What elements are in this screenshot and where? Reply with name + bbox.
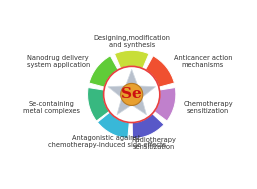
Wedge shape [89, 56, 118, 87]
Text: Se-containing
metal complexes: Se-containing metal complexes [23, 101, 80, 114]
Text: Anticancer action
mechanisms: Anticancer action mechanisms [174, 55, 232, 68]
Text: Antagonistic against
chemotherapy-induced side effects: Antagonistic against chemotherapy-induce… [48, 135, 166, 148]
Wedge shape [97, 112, 129, 138]
Text: Se: Se [121, 88, 142, 101]
Wedge shape [132, 114, 164, 139]
Text: Nanodrug delivery
system application: Nanodrug delivery system application [26, 55, 90, 68]
Wedge shape [114, 50, 149, 69]
Circle shape [104, 66, 160, 122]
Polygon shape [108, 69, 155, 115]
Text: Chemotherapy
sensitization: Chemotherapy sensitization [183, 101, 233, 114]
Circle shape [121, 83, 143, 105]
Wedge shape [154, 88, 176, 121]
Wedge shape [145, 56, 174, 87]
Text: Designing,modification
and synthesis: Designing,modification and synthesis [93, 35, 170, 48]
Text: Radiotherapy
sensitization: Radiotherapy sensitization [131, 136, 176, 149]
Wedge shape [88, 88, 109, 121]
